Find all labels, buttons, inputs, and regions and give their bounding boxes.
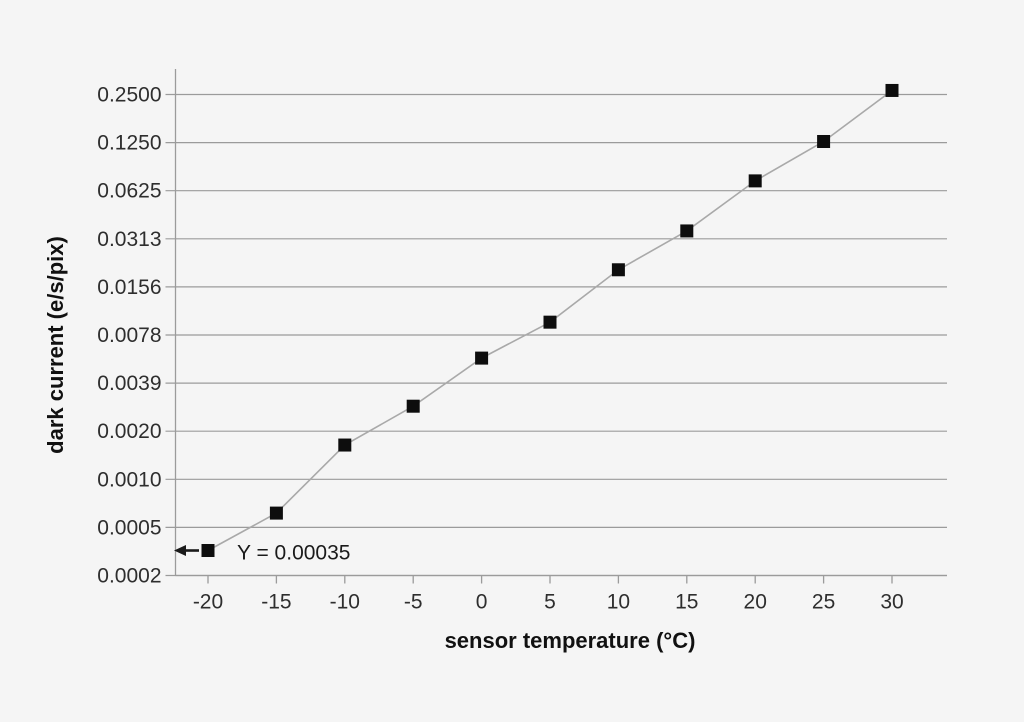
y-tick-label: 0.0078 (97, 324, 161, 347)
data-point-marker (406, 399, 420, 413)
data-point-marker (338, 438, 352, 452)
x-tick-label: 25 (812, 591, 835, 614)
x-tick-label: 10 (607, 591, 630, 614)
annotation-label: Y = 0.00035 (237, 542, 350, 565)
x-tick-label: 5 (544, 591, 556, 614)
x-tick-label: 0 (476, 591, 488, 614)
y-tick-label: 0.0625 (97, 180, 161, 203)
x-tick-label: -5 (404, 591, 423, 614)
y-tick-label: 0.2500 (97, 84, 161, 107)
data-point-marker (475, 351, 489, 365)
x-tick-label: -20 (193, 591, 223, 614)
y-tick-label: 0.0156 (97, 276, 161, 299)
y-tick-label: 0.0010 (97, 468, 161, 491)
y-tick-label: 0.0020 (97, 420, 161, 443)
y-tick-label: 0.1250 (97, 132, 161, 155)
y-tick-label: 0.0005 (97, 516, 161, 539)
data-point-marker (543, 315, 557, 329)
data-point-marker (885, 83, 899, 97)
data-point-marker (817, 134, 831, 148)
data-point-marker (748, 174, 762, 188)
x-tick-label: -10 (330, 591, 360, 614)
x-tick-label: 30 (880, 591, 903, 614)
data-point-marker (269, 506, 283, 520)
x-axis-title: sensor temperature (°C) (445, 628, 696, 653)
y-tick-label: 0.0002 (97, 565, 161, 588)
y-tick-label: 0.0039 (97, 372, 161, 395)
x-tick-label: -15 (261, 591, 291, 614)
data-point-marker (611, 263, 625, 277)
x-tick-label: 15 (675, 591, 698, 614)
x-tick-label: 20 (744, 591, 767, 614)
y-axis-title: dark current (e/s/pix) (43, 236, 68, 454)
y-tick-label: 0.0313 (97, 228, 161, 251)
data-point-marker (201, 544, 215, 558)
data-point-marker (680, 224, 694, 238)
annotation-arrowhead (174, 545, 186, 557)
